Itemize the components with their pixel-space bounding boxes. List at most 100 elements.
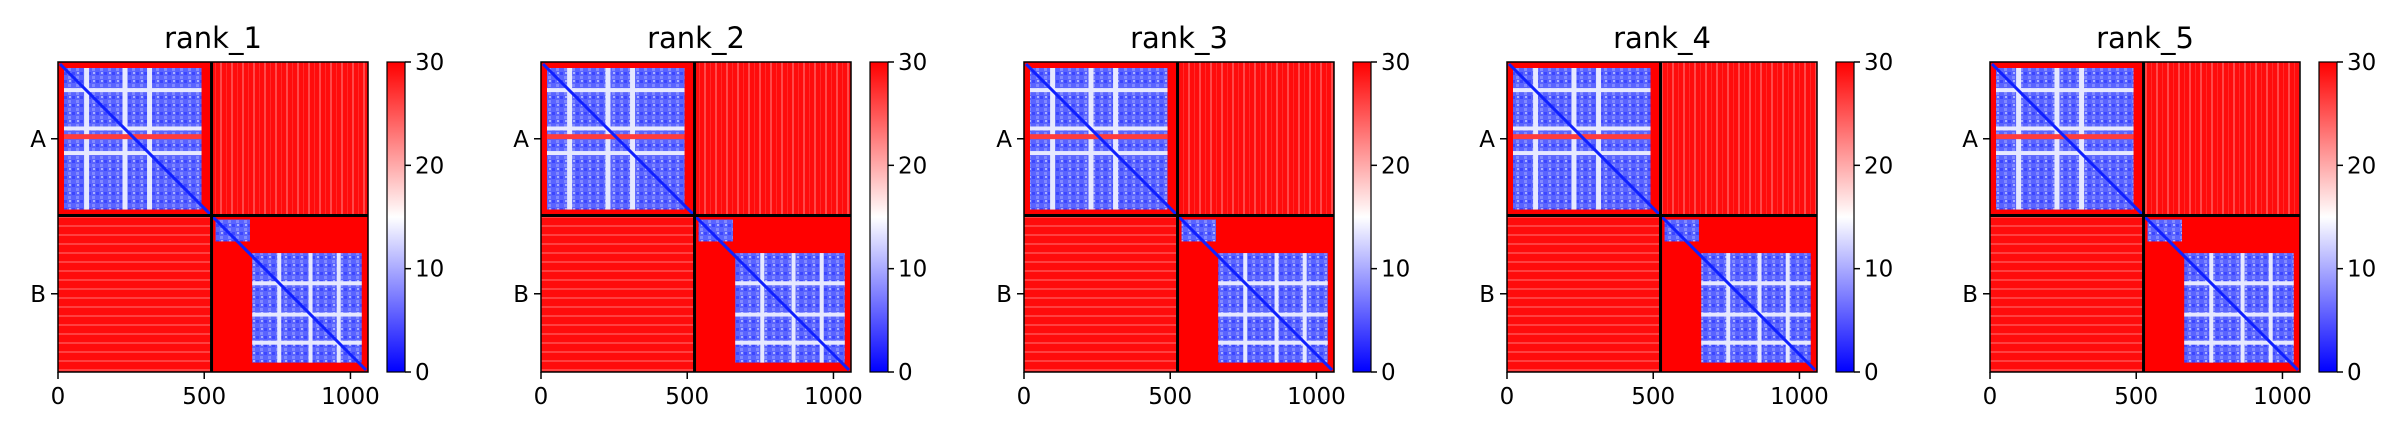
chain-b-stripe	[2184, 281, 2294, 286]
offdiag-block-ba	[1024, 215, 1178, 372]
chain-b-subblock	[2147, 219, 2182, 242]
x-tick-label: 0	[51, 384, 66, 410]
chain-b-stripe	[2184, 340, 2294, 345]
colorbar-tick-label: 0	[1381, 360, 1396, 386]
chain-a-stripe	[1996, 151, 2134, 156]
axes-frame	[1989, 61, 2301, 373]
axes-frame	[1506, 61, 1818, 373]
chain-b-stripe	[2268, 253, 2273, 363]
offdiag-block-ab	[1177, 62, 1334, 216]
colorbar-tick-label: 30	[2347, 50, 2376, 76]
colorbar	[1352, 61, 1372, 373]
chain-a-stripe	[64, 126, 202, 131]
chain-label: A	[30, 127, 46, 153]
chain-label: B	[1479, 282, 1495, 308]
panel-title: rank_3	[1130, 21, 1228, 55]
chain-b-stripe	[2184, 312, 2294, 317]
offdiag-block-ba	[58, 215, 212, 372]
offdiag-block-ba	[541, 215, 695, 372]
chain-b-stripe	[252, 312, 362, 317]
offdiag-block-ab	[694, 62, 851, 216]
chain-a-stripe	[547, 151, 685, 156]
chain-b-stripe	[1726, 253, 1731, 363]
chain-a-stripe	[1030, 88, 1168, 93]
chain-b-stripe	[1218, 340, 1328, 345]
chain-b-stripe	[1302, 253, 1307, 363]
colorbar	[386, 61, 406, 373]
panel-title: rank_4	[1613, 21, 1711, 55]
chain-b-stripe	[252, 340, 362, 345]
x-tick-label: 500	[1631, 384, 1675, 410]
panel-title: rank_5	[2096, 21, 2194, 55]
colorbar-tick-label: 30	[1381, 50, 1410, 76]
x-tick-label: 500	[182, 384, 226, 410]
colorbar-tick-label: 10	[2347, 257, 2376, 283]
chain-a-stripe	[547, 88, 685, 93]
chain-b-stripe	[277, 253, 282, 363]
axes-frame	[57, 61, 369, 373]
x-tick-label: 0	[534, 384, 549, 410]
chain-b-stripe	[735, 340, 845, 345]
chain-label: B	[513, 282, 529, 308]
x-tick-label: 0	[1983, 384, 1998, 410]
offdiag-block-ab	[1660, 62, 1817, 216]
colorbar-tick-label: 30	[898, 50, 927, 76]
x-tick-label: 1000	[1770, 384, 1829, 410]
chain-b-subblock	[252, 253, 362, 363]
chain-label: A	[513, 127, 529, 153]
chain-b-stripe	[1701, 340, 1811, 345]
colorbar-tick-label: 10	[898, 257, 927, 283]
offdiag-block-ab	[2143, 62, 2300, 216]
heatmap-panel-5: rank_5 0 500 1000 A B 0 10 20 30	[1962, 21, 2376, 410]
heatmap-panel-1: rank_1 0 500 1000 A B 0 10 20 30	[30, 21, 444, 410]
heatmap-panel-3: rank_3 0 500 1000 A B 0 10 20 30	[996, 21, 1410, 410]
heatmap-panel-4: rank_4 0 500 1000 A B 0 10 20 30	[1479, 21, 1893, 410]
chain-b-stripe	[1757, 253, 1762, 363]
x-tick-label: 0	[1017, 384, 1032, 410]
chain-a-stripe	[1996, 88, 2134, 93]
offdiag-block-ba	[1507, 215, 1661, 372]
colorbar-tick-label: 10	[415, 257, 444, 283]
colorbar-tick-label: 10	[1381, 257, 1410, 283]
chain-a-stripe	[1513, 151, 1651, 156]
chain-b-subblock	[1664, 219, 1699, 242]
colorbar-tick-label: 20	[898, 153, 927, 179]
chain-a-stripe	[1513, 88, 1651, 93]
chain-label: A	[996, 127, 1012, 153]
x-tick-label: 0	[1500, 384, 1515, 410]
colorbar-tick-label: 0	[2347, 360, 2362, 386]
chain-a-stripe	[64, 151, 202, 156]
x-tick-label: 1000	[804, 384, 863, 410]
chain-b-stripe	[336, 253, 341, 363]
chain-label: B	[1962, 282, 1978, 308]
offdiag-block-ab	[211, 62, 368, 216]
chain-b-stripe	[1218, 281, 1328, 286]
chain-b-subblock	[735, 253, 845, 363]
chain-b-subblock	[1218, 253, 1328, 363]
offdiag-block-ba	[1990, 215, 2144, 372]
chain-b-stripe	[1701, 312, 1811, 317]
chain-b-stripe	[1243, 253, 1248, 363]
chain-b-stripe	[760, 253, 765, 363]
chain-a-stripe	[1996, 126, 2134, 131]
chain-b-stripe	[735, 281, 845, 286]
chain-b-stripe	[252, 281, 362, 286]
chain-b-subblock	[698, 219, 733, 242]
colorbar-tick-label: 0	[898, 360, 913, 386]
chain-b-stripe	[2209, 253, 2214, 363]
x-tick-label: 1000	[2253, 384, 2312, 410]
colorbar-tick-label: 20	[1864, 153, 1893, 179]
panel-title: rank_1	[164, 21, 262, 55]
chain-label: B	[30, 282, 46, 308]
chain-b-stripe	[791, 253, 796, 363]
panel-title: rank_2	[647, 21, 745, 55]
chain-b-subblock	[215, 219, 250, 242]
axes-frame	[1023, 61, 1335, 373]
chain-b-stripe	[1274, 253, 1279, 363]
chain-a-stripe	[1030, 126, 1168, 131]
chain-a-stripe	[1030, 151, 1168, 156]
x-tick-label: 500	[665, 384, 709, 410]
colorbar-tick-label: 20	[415, 153, 444, 179]
x-tick-label: 1000	[321, 384, 380, 410]
